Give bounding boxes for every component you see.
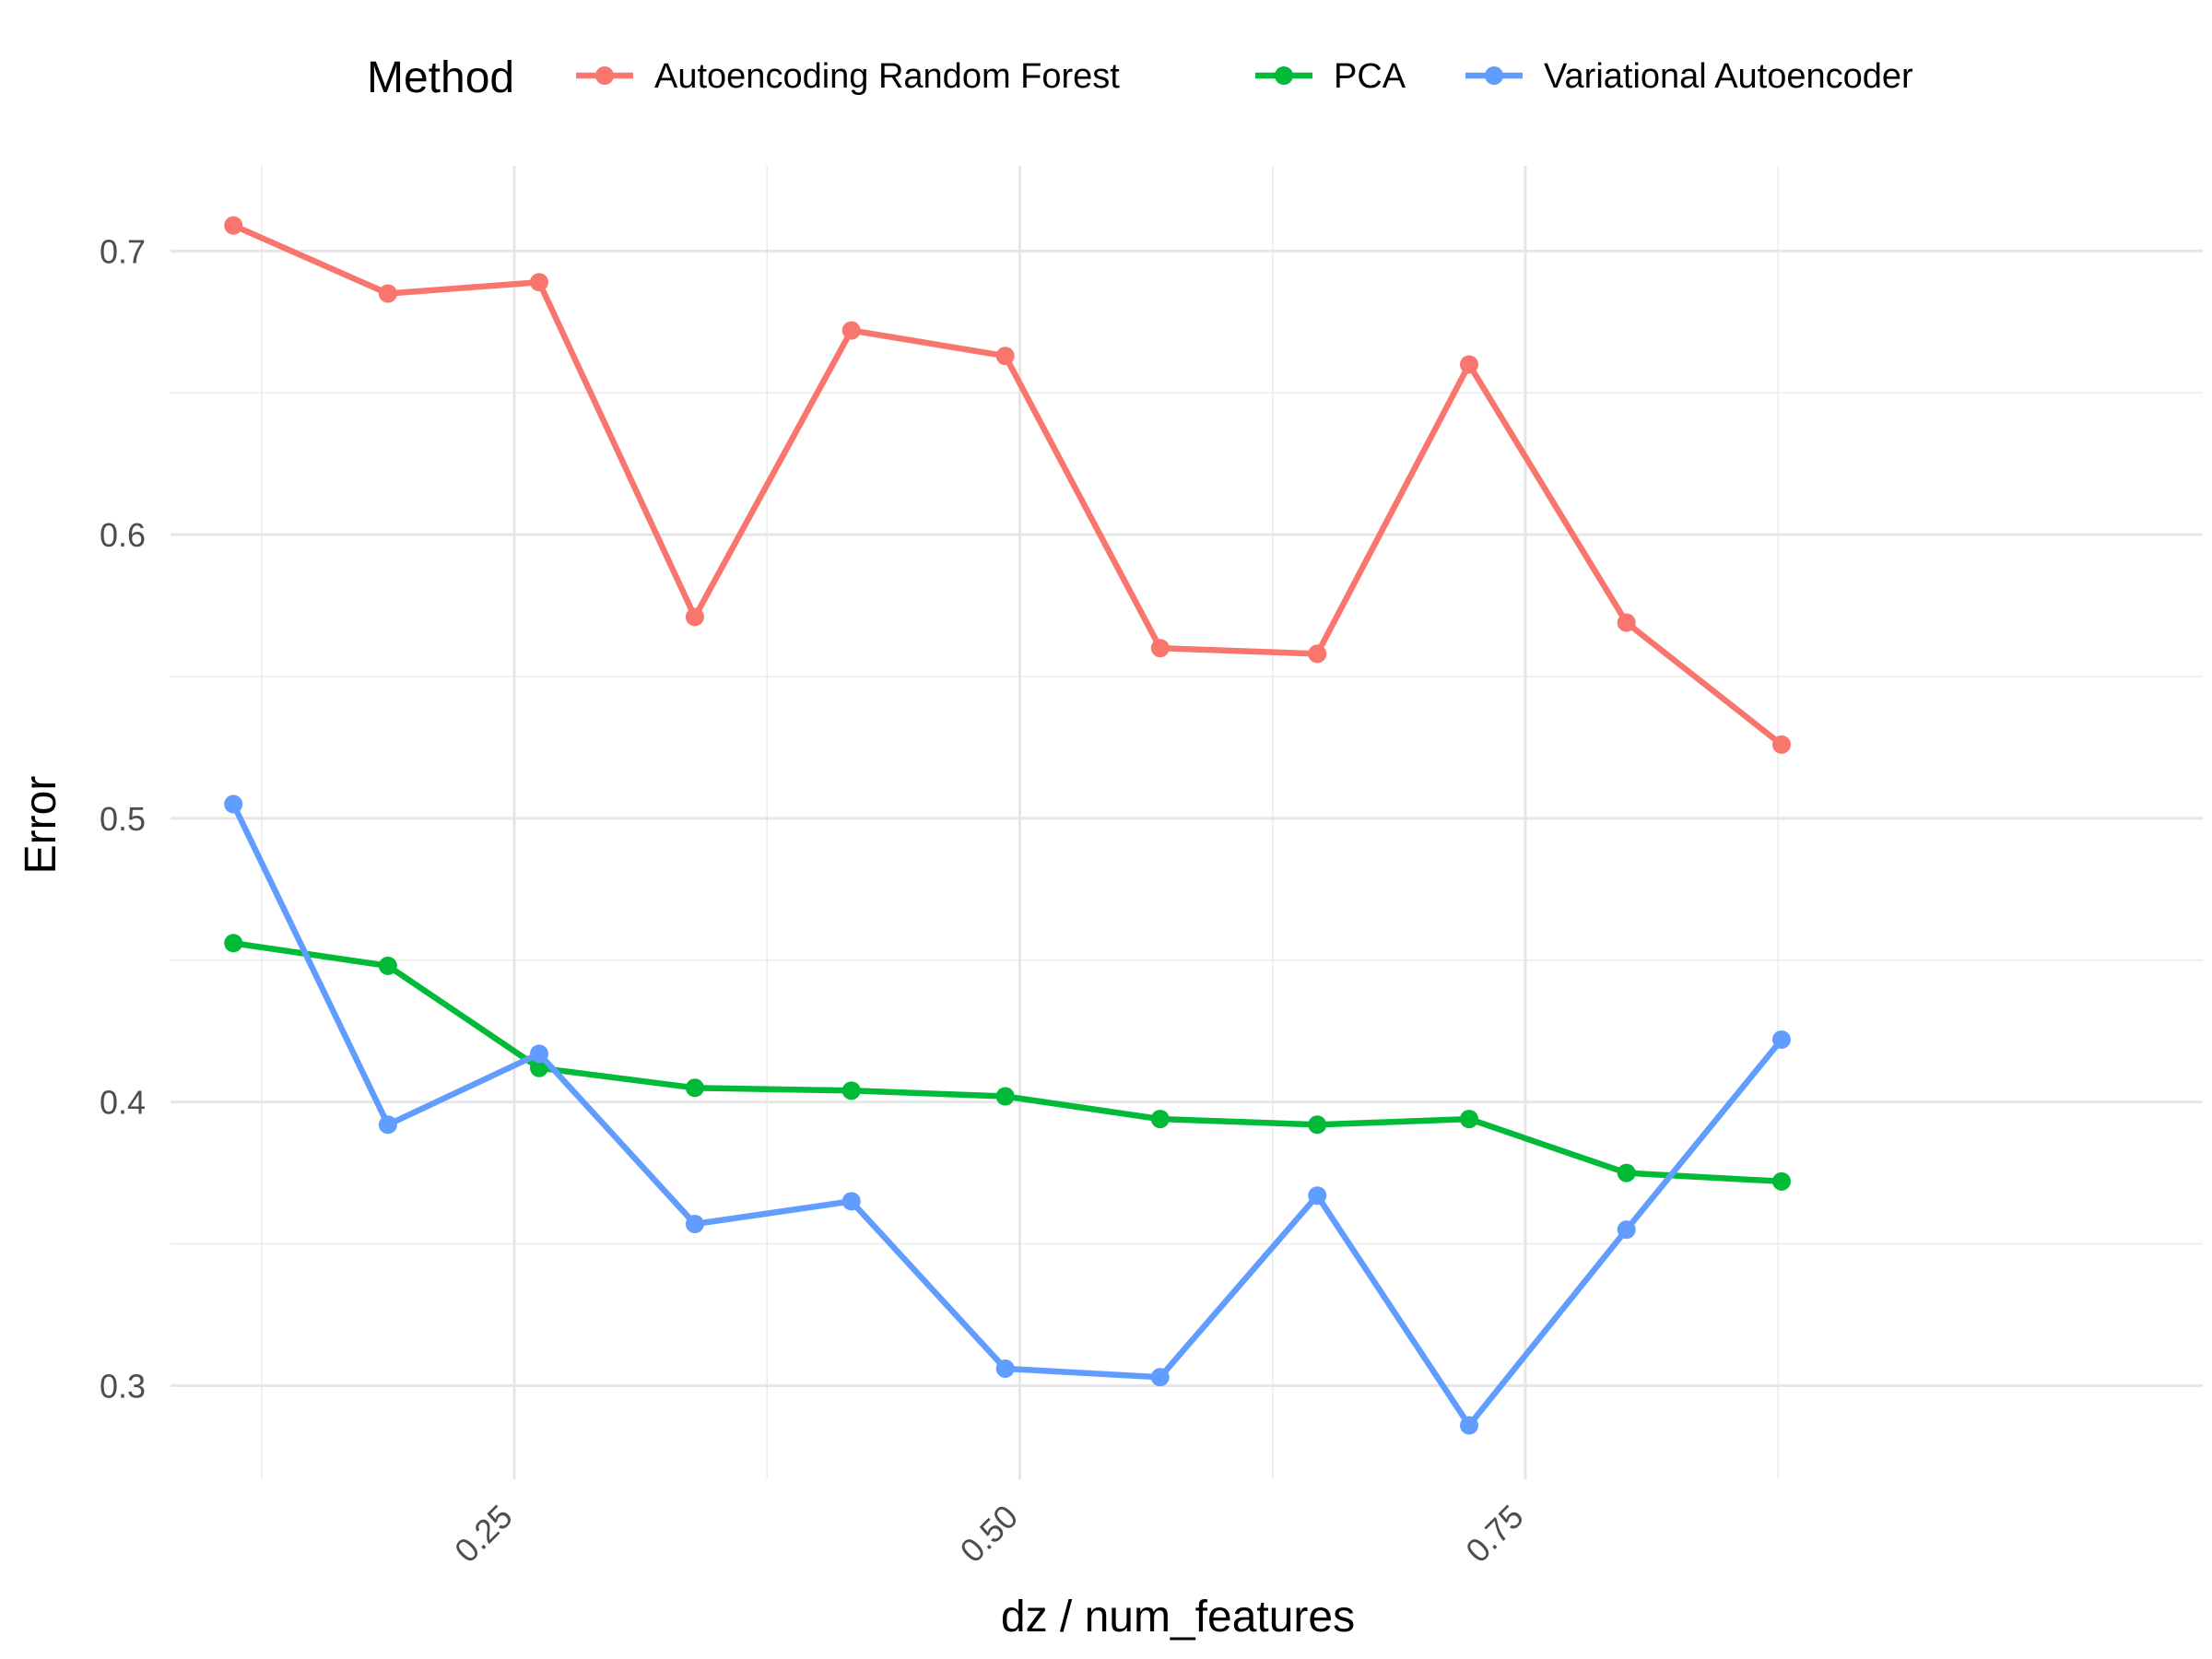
series-1 bbox=[224, 934, 1791, 1191]
minor-gridlines bbox=[171, 166, 2203, 1479]
legend: Method Autoencoding Random Forest PCA Vari… bbox=[367, 53, 1913, 102]
x-tick-label: 0.50 bbox=[953, 1498, 1026, 1571]
data-point bbox=[529, 1058, 548, 1077]
data-point bbox=[1460, 355, 1479, 374]
x-axis-title: dz / num_features bbox=[1001, 1593, 1355, 1641]
data-point bbox=[995, 347, 1015, 366]
legend-label: Variational Autoencoder bbox=[1544, 57, 1913, 96]
series-line bbox=[229, 801, 1785, 1429]
data-point bbox=[1617, 1163, 1636, 1182]
major-gridlines bbox=[171, 166, 2203, 1479]
data-point bbox=[1617, 1220, 1636, 1240]
y-tick-label: 0.7 bbox=[100, 232, 146, 270]
legend-item: Variational Autoencoder bbox=[1465, 57, 1913, 96]
legend-swatch-point bbox=[1275, 66, 1293, 85]
data-point bbox=[224, 216, 243, 235]
y-tick-label: 0.3 bbox=[100, 1367, 146, 1405]
data-point bbox=[995, 1087, 1015, 1106]
data-point bbox=[1460, 1110, 1479, 1129]
y-tick-labels: 0.3 0.4 0.5 0.6 0.7 bbox=[100, 232, 146, 1405]
x-tick-labels: 0.25 0.50 0.75 bbox=[447, 1498, 1531, 1571]
y-tick-label: 0.4 bbox=[100, 1084, 146, 1122]
data-point bbox=[378, 284, 397, 303]
data-point bbox=[1460, 1416, 1479, 1435]
data-point bbox=[685, 1215, 704, 1234]
data-point bbox=[529, 1044, 548, 1064]
y-tick-label: 0.5 bbox=[100, 800, 146, 838]
data-point bbox=[685, 1078, 704, 1098]
data-point bbox=[1771, 1030, 1791, 1049]
data-point bbox=[1771, 1171, 1791, 1191]
legend-title: Method bbox=[367, 53, 514, 102]
data-point bbox=[224, 934, 243, 953]
series-line bbox=[229, 940, 1785, 1185]
legend-label: Autoencoding Random Forest bbox=[654, 57, 1120, 96]
data-point bbox=[1150, 639, 1170, 658]
series-layer bbox=[224, 216, 1791, 1435]
data-point bbox=[529, 273, 548, 292]
x-tick-label: 0.75 bbox=[1458, 1498, 1531, 1571]
data-point bbox=[378, 956, 397, 975]
data-point bbox=[841, 1081, 861, 1100]
data-point bbox=[685, 607, 704, 627]
legend-swatch-point bbox=[1485, 66, 1503, 85]
y-tick-label: 0.6 bbox=[100, 516, 146, 554]
data-point bbox=[1771, 735, 1791, 754]
series-2 bbox=[224, 794, 1791, 1435]
data-point bbox=[1150, 1110, 1170, 1129]
legend-item: PCA bbox=[1255, 57, 1406, 96]
legend-item: Autoencoding Random Forest bbox=[576, 57, 1120, 96]
legend-label: PCA bbox=[1334, 57, 1406, 96]
legend-swatch-point bbox=[595, 66, 614, 85]
data-point bbox=[841, 1192, 861, 1211]
y-axis-title: Error bbox=[17, 776, 65, 875]
data-point bbox=[995, 1359, 1015, 1378]
data-point bbox=[1617, 613, 1636, 632]
series-0 bbox=[224, 216, 1791, 754]
data-point bbox=[841, 321, 861, 340]
data-point bbox=[1308, 1186, 1327, 1206]
series-line bbox=[229, 222, 1785, 748]
data-point bbox=[1150, 1368, 1170, 1387]
x-tick-label: 0.25 bbox=[447, 1498, 520, 1571]
data-point bbox=[224, 794, 243, 814]
data-point bbox=[378, 1115, 397, 1135]
data-point bbox=[1308, 644, 1327, 664]
data-point bbox=[1308, 1115, 1327, 1135]
